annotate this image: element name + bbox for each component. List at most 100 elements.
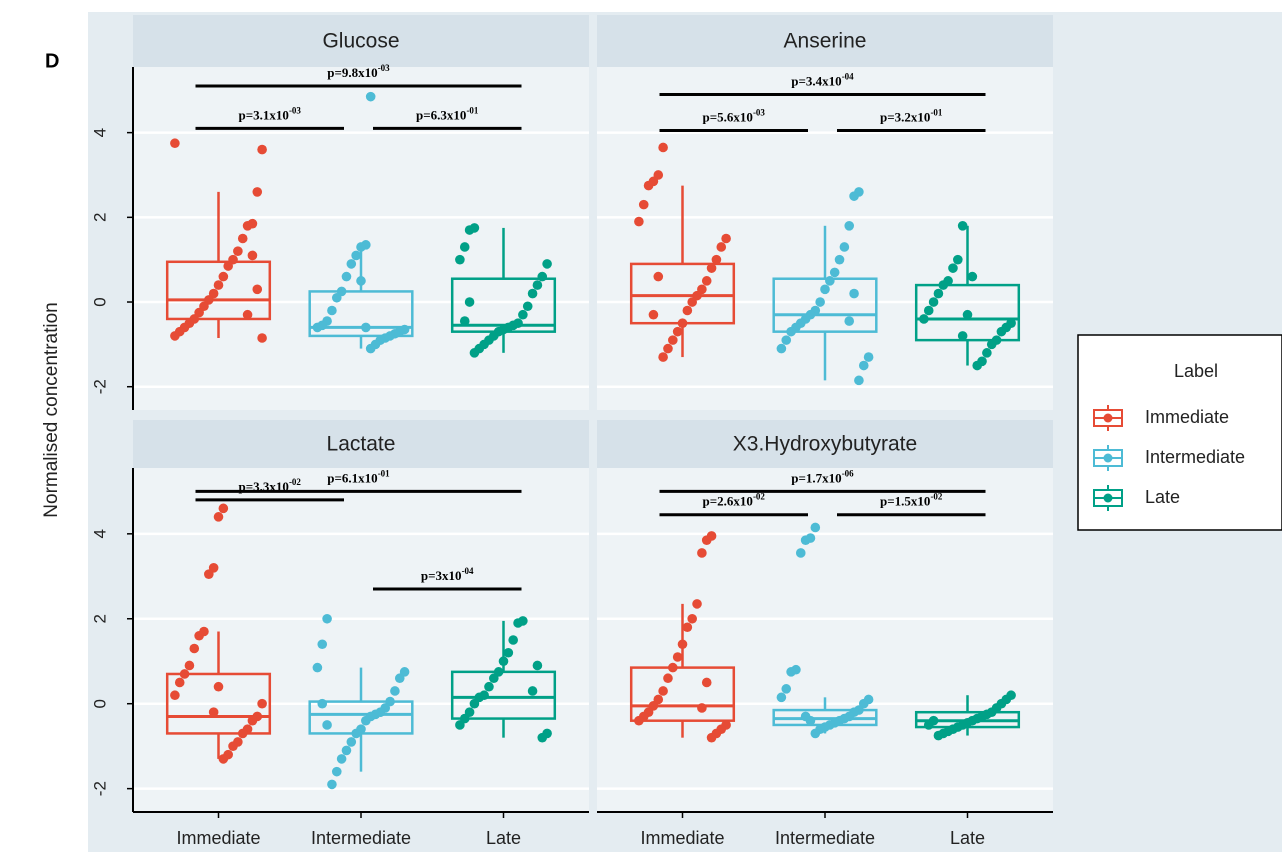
data-point [322,720,332,730]
y-tick-label: -2 [90,379,109,394]
data-point [218,503,229,514]
data-point [455,254,465,265]
data-point [317,639,328,650]
data-point [346,259,357,269]
legend-label: Intermediate [1145,447,1245,467]
data-point [786,326,796,337]
data-point [312,662,323,673]
p-value-exponent: -06 [842,468,854,478]
data-point [682,305,693,316]
panel [597,468,1053,812]
p-value-text: p=9.8x10 [327,65,377,80]
data-point [844,220,855,231]
data-point [252,284,263,295]
p-value-text: p=3x10 [421,568,462,583]
data-point [361,715,371,726]
data-point [643,180,654,191]
data-point [982,348,992,358]
data-point [174,677,185,688]
p-value-label: p=3.3x10-02 [239,477,302,494]
data-point [218,271,229,282]
facet-title: Glucose [322,30,399,53]
data-point [459,242,470,252]
p-value-text: p=3.4x10 [791,74,841,89]
data-point [312,322,323,333]
legend-key-point [1103,413,1113,423]
data-point [218,754,229,764]
figure-label: D [45,50,59,72]
data-point [863,352,874,362]
data-point [996,326,1007,337]
p-value-label: p=3.1x10-03 [239,105,302,122]
data-point [537,271,548,282]
y-axis-label: Normalised concentration [41,302,62,517]
facet-title: Lactate [327,433,396,456]
p-value-exponent: -01 [378,468,390,478]
data-point [233,246,243,257]
data-point [331,766,342,777]
data-point [213,512,224,522]
data-point [687,297,697,307]
data-point [948,263,958,273]
p-value-exponent: -02 [753,492,765,502]
data-point [170,138,180,149]
data-point [179,669,190,679]
data-point [933,288,944,299]
data-point [957,331,968,341]
data-point [194,630,204,641]
data-point [663,673,673,684]
data-point [390,686,400,696]
data-point [786,667,796,677]
data-point [687,613,697,624]
y-tick-label: -2 [90,781,109,796]
data-point [692,599,702,609]
x-tick-label: Intermediate [775,828,875,848]
p-value-label: p=3.2x10-01 [880,108,943,125]
data-point [170,690,180,701]
data-point [928,297,939,307]
data-point [711,254,722,265]
data-point [237,728,248,739]
data-point [346,737,357,747]
data-point [701,535,712,545]
data-point [677,318,688,328]
data-point [677,639,688,650]
box [629,666,736,722]
data-point [682,622,693,633]
data-point [257,698,267,709]
data-point [247,715,258,726]
data-point [825,276,835,286]
strip [597,15,1053,67]
strip [597,420,1053,468]
p-value-exponent: -04 [462,566,474,576]
data-point [706,263,717,273]
p-value-label: p=6.3x10-01 [416,105,479,122]
data-point [351,250,361,261]
data-point [469,348,480,358]
data-point [648,309,659,320]
p-value-exponent: -02 [930,492,942,502]
p-value-label: p=2.6x10-02 [703,492,766,509]
data-point [170,331,180,341]
data-point [933,730,944,741]
y-tick-label: 0 [90,297,109,306]
data-point [962,309,973,320]
data-point [701,677,712,688]
p-value-exponent: -01 [930,108,942,118]
data-point [189,643,200,654]
data-point [776,343,787,354]
strip [133,15,589,67]
data-point [537,732,548,743]
data-point [532,280,543,290]
data-point [672,326,683,337]
p-value-label: p=3.4x10-04 [791,72,854,89]
data-point [351,728,361,739]
data-point [638,199,649,210]
data-point [213,280,224,290]
box [914,283,1021,342]
data-point [184,660,195,671]
data-point [697,548,707,558]
p-value-exponent: -03 [753,108,765,118]
data-point [849,288,859,299]
